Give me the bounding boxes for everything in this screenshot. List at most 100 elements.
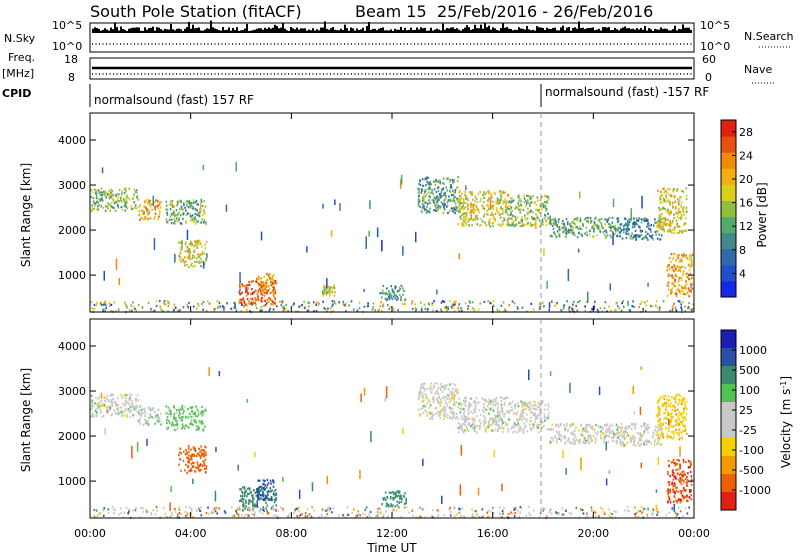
echo-cell	[201, 252, 204, 255]
echo-cell	[181, 408, 184, 411]
nsky-bar	[252, 30, 254, 33]
echo-cell	[616, 442, 618, 445]
echo-cell	[404, 492, 406, 495]
echo-cell	[189, 458, 192, 461]
echo-cell	[656, 224, 658, 227]
echo-cell	[168, 409, 171, 412]
echo-cell	[507, 428, 509, 431]
echo-cell	[453, 392, 455, 396]
echo-cell	[130, 409, 132, 412]
nsky-bar	[392, 30, 394, 33]
echo-cell	[538, 412, 541, 416]
echo-cell	[475, 425, 477, 428]
echo-cell	[389, 497, 392, 500]
power-colorbar-swatch	[721, 280, 736, 298]
echo-cell	[176, 419, 179, 422]
echo-cell	[204, 243, 206, 246]
echo-cell	[597, 227, 599, 230]
echo-cell	[502, 430, 504, 434]
echo-cell	[511, 400, 514, 403]
echo-cell	[194, 240, 196, 243]
echo-cell	[674, 285, 677, 288]
echo-cell	[489, 218, 491, 221]
echo-cell	[274, 488, 277, 491]
echo-cell	[668, 212, 670, 215]
echo-cell	[179, 447, 181, 450]
echo-cell	[672, 268, 674, 271]
echo-streak	[465, 185, 467, 191]
echo-cell	[675, 394, 677, 397]
echo-cell	[673, 436, 675, 439]
echo-cell	[669, 436, 672, 439]
echo-cell	[508, 411, 510, 414]
echo-cell	[529, 204, 531, 207]
echo-cell	[91, 406, 93, 409]
echo-cell	[453, 197, 455, 200]
echo-cell	[165, 405, 168, 408]
echo-cell	[621, 302, 623, 305]
echo-cell	[197, 243, 200, 246]
echo-cell	[459, 423, 462, 426]
echo-cell	[682, 208, 684, 211]
echo-cell	[454, 190, 456, 193]
echo-cell	[672, 482, 674, 486]
echo-cell	[674, 409, 676, 412]
echo-cell	[221, 305, 224, 308]
echo-cell	[667, 435, 670, 438]
echo-cell	[394, 496, 397, 499]
echo-cell	[242, 498, 245, 501]
nsky-bar	[332, 27, 334, 33]
echo-cell	[178, 410, 181, 413]
echo-cell	[685, 272, 687, 275]
echo-cell	[684, 495, 686, 498]
echo-cell	[269, 498, 271, 501]
power-colorbar-swatch	[721, 232, 736, 250]
echo-cell	[394, 494, 397, 497]
echo-cell	[434, 198, 437, 201]
echo-cell	[251, 298, 254, 301]
echo-cell	[166, 221, 168, 224]
echo-cell	[678, 268, 681, 271]
echo-cell	[496, 429, 499, 432]
echo-cell	[173, 405, 175, 408]
echo-cell	[581, 430, 584, 433]
echo-cell	[176, 204, 178, 207]
echo-cell	[433, 199, 435, 202]
echo-cell	[456, 180, 459, 183]
echo-cell	[95, 397, 97, 400]
echo-cell	[640, 425, 643, 428]
echo-cell	[318, 302, 320, 305]
echo-cell	[665, 223, 667, 226]
echo-cell	[428, 400, 431, 404]
echo-cell	[390, 296, 392, 299]
echo-cell	[461, 192, 463, 195]
echo-cell	[678, 269, 681, 272]
echo-cell	[689, 272, 691, 276]
echo-cell	[655, 304, 657, 307]
echo-cell	[100, 301, 102, 304]
echo-cell	[460, 415, 463, 418]
echo-cell	[684, 255, 687, 258]
echo-cell	[617, 229, 619, 232]
echo-cell	[108, 192, 111, 195]
echo-cell	[591, 428, 594, 431]
echo-cell	[454, 384, 457, 387]
echo-cell	[676, 269, 679, 272]
echo-cell	[510, 201, 512, 204]
echo-cell	[149, 199, 151, 202]
echo-cell	[534, 404, 537, 407]
echo-cell	[133, 188, 136, 191]
echo-cell	[165, 412, 168, 415]
nsky-bar	[530, 30, 532, 33]
echo-cell	[474, 195, 477, 198]
echo-cell	[664, 207, 667, 211]
echo-cell	[203, 467, 206, 470]
echo-cell	[530, 429, 533, 432]
echo-cell	[510, 206, 513, 209]
echo-cell	[271, 498, 273, 502]
echo-cell	[480, 422, 482, 425]
echo-cell	[686, 484, 688, 487]
echo-cell	[179, 458, 181, 461]
echo-cell	[565, 231, 567, 234]
echo-cell	[111, 193, 113, 196]
